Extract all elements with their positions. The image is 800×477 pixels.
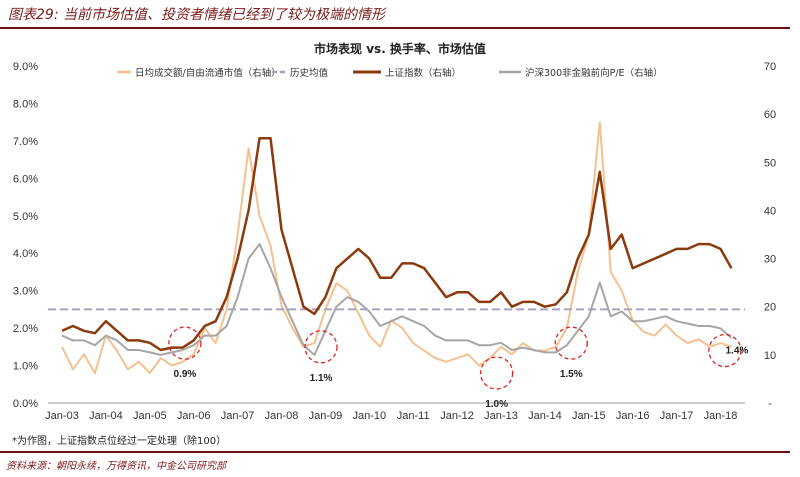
x-tick-label: Jan-11: [397, 410, 430, 422]
legend-label: 日均成交额/自由流通市值（右轴）: [135, 67, 281, 79]
legend-label: 沪深300非金融前向P/E（右轴）: [525, 67, 663, 79]
footer-rule: [0, 451, 790, 453]
series-line-2: [61, 136, 733, 352]
right-tick-label: -: [768, 398, 772, 410]
right-tick-label: 10: [764, 350, 776, 362]
annotation-circle: [304, 330, 338, 364]
left-tick-label: 8.0%: [13, 98, 38, 110]
x-tick-label: Jan-17: [660, 410, 694, 422]
footnote: *为作图，上证指数点位经过一定处理（除100）: [12, 436, 227, 447]
right-tick-label: 40: [764, 205, 776, 217]
series-line-0: [61, 121, 732, 374]
right-tick-label: 20: [764, 302, 776, 314]
title-rule: [0, 27, 790, 29]
left-tick-label: 0.0%: [13, 398, 38, 410]
annotation-label: 0.9%: [174, 369, 197, 380]
x-tick-label: Jan-05: [133, 410, 167, 422]
series-line-3: [61, 243, 733, 356]
left-tick-label: 6.0%: [13, 173, 38, 185]
annotation-label: 1.4%: [725, 346, 748, 357]
annotation-label: 1.1%: [310, 373, 333, 384]
right-tick-label: 50: [764, 157, 776, 169]
legend-label: 历史均值: [290, 67, 329, 79]
left-tick-label: 3.0%: [13, 286, 38, 298]
right-tick-label: 30: [764, 254, 776, 266]
x-tick-label: Jan-12: [440, 410, 474, 422]
annotation-circle: [708, 333, 742, 368]
right-tick-label: 70: [764, 61, 776, 73]
x-tick-label: Jan-07: [221, 410, 255, 422]
legend-label: 上证指数（右轴）: [385, 67, 461, 79]
x-tick-label: Jan-04: [89, 410, 123, 422]
left-tick-label: 7.0%: [13, 136, 38, 148]
annotation-label: 1.5%: [560, 369, 583, 380]
annotation-circle: [554, 326, 588, 360]
left-tick-label: 4.0%: [13, 248, 38, 260]
annotation-label: 1.0%: [485, 399, 508, 410]
x-tick-label: Jan-06: [177, 410, 211, 422]
figure-title: 图表29: 当前市场估值、投资者情绪已经到了较为极端的情形: [8, 7, 385, 23]
x-tick-label: Jan-14: [528, 410, 562, 422]
left-tick-label: 1.0%: [13, 361, 38, 373]
x-tick-label: Jan-03: [45, 410, 79, 422]
x-tick-label: Jan-13: [484, 410, 518, 422]
x-tick-label: Jan-16: [616, 410, 650, 422]
x-tick-label: Jan-09: [309, 410, 343, 422]
x-tick-label: Jan-18: [704, 410, 738, 422]
annotation-circle: [168, 326, 202, 360]
x-tick-label: Jan-08: [265, 410, 299, 422]
x-tick-label: Jan-15: [572, 410, 606, 422]
x-tick-label: Jan-10: [352, 410, 386, 422]
left-tick-label: 9.0%: [13, 61, 38, 73]
left-tick-label: 2.0%: [13, 323, 38, 335]
annotation-circle: [479, 356, 514, 390]
right-tick-label: 60: [764, 109, 776, 121]
source: 资料来源：朝阳永续，万得资讯，中金公司研究部: [6, 461, 226, 472]
left-tick-label: 5.0%: [13, 211, 38, 223]
chart: 0.0% 1.0% 2.0% 3.0% 4.0% 5.0% 6.0% 7.0% 8.0% 9.0%…: [13, 61, 776, 422]
chart-title: 市场表现 vs. 换手率、市场估值: [314, 42, 486, 56]
